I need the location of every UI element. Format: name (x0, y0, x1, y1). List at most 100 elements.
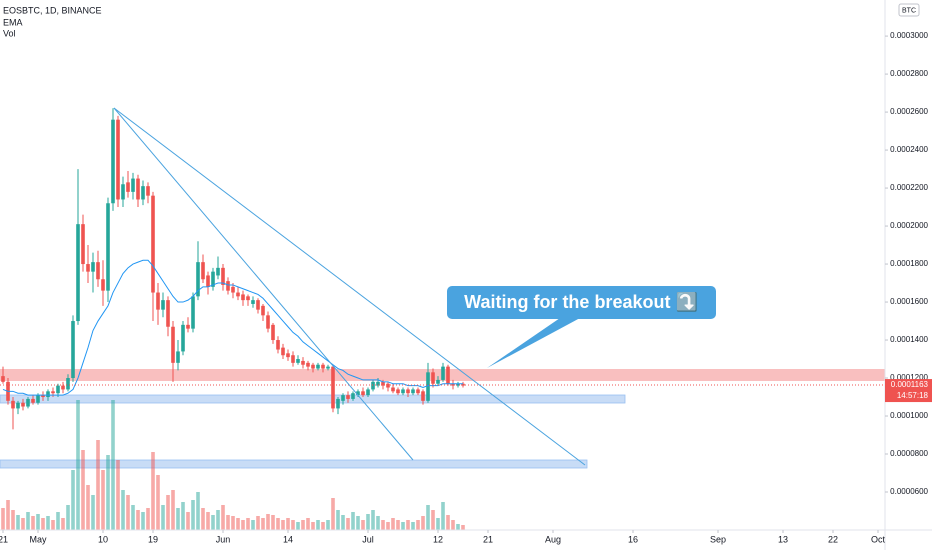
candle-body (271, 324, 275, 341)
volume-bar (451, 520, 455, 530)
candle-body (296, 359, 300, 363)
volume-bar (1, 508, 5, 530)
x-tick-label: Jul (362, 534, 374, 544)
volume-bar (221, 505, 225, 530)
candle-body (236, 292, 240, 297)
volume-bar (126, 495, 130, 530)
candle-body (256, 300, 260, 310)
volume-bar (316, 520, 320, 530)
volume-bar (331, 498, 335, 530)
time-axis (0, 530, 932, 550)
countdown: 14:57:18 (897, 391, 929, 400)
x-tick-label: 19 (148, 534, 158, 544)
candle-body (151, 195, 155, 293)
candle-body (51, 391, 55, 394)
price-axis (885, 0, 932, 550)
x-tick-label: 22 (828, 534, 838, 544)
volume-bar (156, 475, 160, 530)
x-tick-label: 12 (433, 534, 443, 544)
candle-body (381, 381, 385, 386)
volume-bar (56, 512, 60, 530)
volume-bar (201, 508, 205, 530)
volume-bar (176, 508, 180, 530)
candle-body (441, 366, 445, 380)
candle-body (16, 402, 20, 409)
candle-body (371, 381, 375, 390)
volume-bar (116, 460, 120, 530)
y-tick-label: 0.0002400 (890, 145, 928, 154)
volume-bar (286, 518, 290, 530)
y-tick-label: 0.0001800 (890, 259, 928, 268)
trendline (113, 107, 414, 461)
support-zone (0, 394, 626, 404)
currency-badge (898, 3, 920, 17)
volume-bar (111, 400, 115, 530)
volume-bar (196, 492, 200, 530)
x-tick-label: Aug (545, 534, 561, 544)
y-tick-label: 0.0002600 (890, 107, 928, 116)
candle-body (346, 395, 350, 399)
volume-bar (401, 522, 405, 530)
legend-ema: EMA (3, 17, 23, 27)
volume-bar (281, 520, 285, 530)
candle-body (11, 400, 15, 409)
legend-vol: Vol (3, 28, 16, 38)
candle-body (126, 182, 130, 192)
candle-body (241, 294, 245, 301)
volume-bar (171, 490, 175, 530)
volume-bar (241, 520, 245, 530)
volume-bar (386, 522, 390, 530)
volume-bar (236, 518, 240, 530)
volume-bar (456, 524, 460, 530)
last-price-label: 0.0001163 (891, 380, 929, 389)
candle-body (301, 360, 305, 365)
x-tick-label: 16 (628, 534, 638, 544)
candle-body (181, 324, 185, 352)
trendline (113, 107, 586, 466)
candle-body (61, 385, 65, 390)
candle-body (311, 364, 315, 369)
y-tick-label: 0.0002000 (890, 221, 928, 230)
support-zone (0, 459, 588, 469)
candle-body (36, 395, 40, 403)
candle-body (216, 267, 220, 276)
candle-body (246, 296, 250, 301)
candle-body (286, 353, 290, 358)
volume-bar (26, 512, 30, 530)
volume-bar (86, 485, 90, 530)
volume-bar (186, 512, 190, 530)
volume-bar (51, 520, 55, 530)
candle-body (281, 347, 285, 356)
candle-body (111, 119, 115, 204)
candle-body (331, 366, 335, 409)
volume-layer (1, 400, 465, 530)
volume-bar (271, 515, 275, 530)
candle-body (136, 178, 140, 200)
candle-body (356, 391, 360, 396)
volume-bar (431, 510, 435, 530)
volume-bar (336, 510, 340, 530)
volume-bar (101, 470, 105, 530)
x-tick-label: 21 (0, 534, 8, 544)
volume-bar (381, 520, 385, 530)
x-tick-label: 14 (283, 534, 293, 544)
candle-body (446, 366, 450, 384)
currency: BTC (902, 7, 916, 14)
volume-bar (71, 470, 75, 530)
candle-body (196, 262, 200, 297)
volume-bar (211, 515, 215, 530)
price-layer (0, 108, 885, 430)
y-tick-label: 0.0001000 (890, 411, 928, 420)
candle-body (391, 387, 395, 392)
candle-body (396, 389, 400, 394)
candle-body (21, 402, 25, 407)
candle-body (221, 267, 225, 285)
y-tick-label: 0.0002200 (890, 183, 928, 192)
candle-body (326, 366, 330, 369)
candle-body (161, 300, 165, 310)
volume-bar (41, 518, 45, 530)
trendlines: Waiting for the breakout ⤵️ (113, 107, 716, 466)
volume-bar (91, 495, 95, 530)
